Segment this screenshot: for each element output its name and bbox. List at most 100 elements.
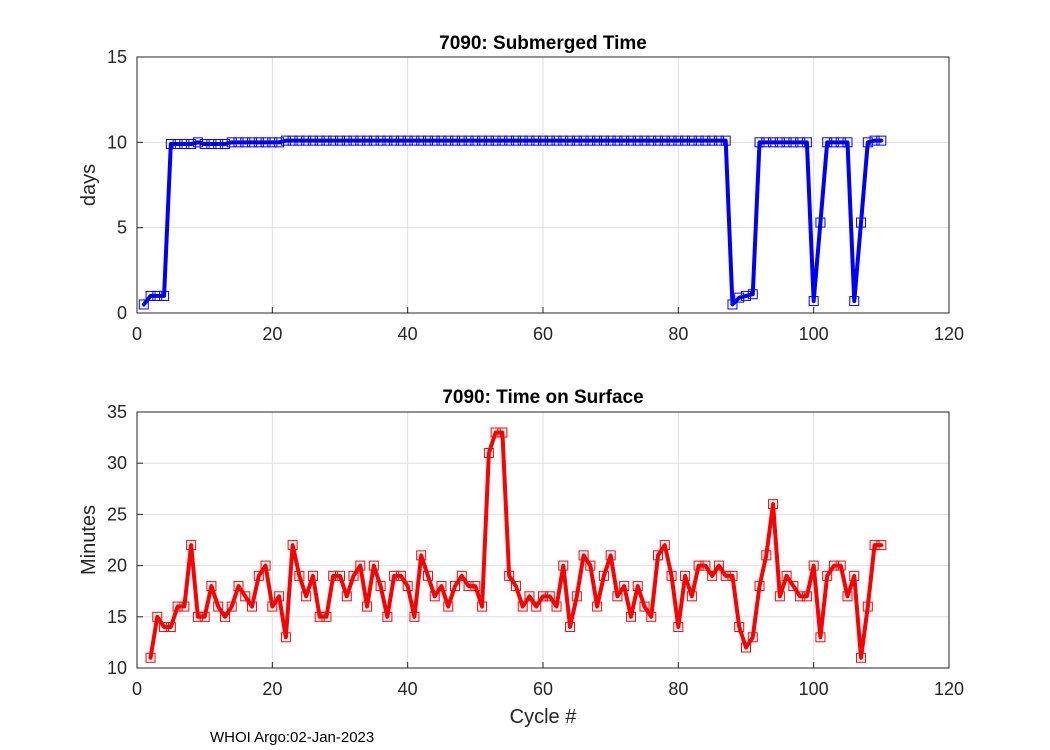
data-point-marker bbox=[862, 601, 873, 612]
y-axis-label: days bbox=[78, 164, 100, 206]
data-point-marker bbox=[287, 135, 298, 146]
data-point-marker bbox=[463, 135, 474, 146]
data-point-marker bbox=[307, 570, 318, 581]
x-tick-label: 20 bbox=[262, 324, 282, 344]
data-point-marker bbox=[666, 135, 677, 146]
data-point-marker bbox=[355, 135, 366, 146]
data-point-marker bbox=[605, 550, 616, 561]
data-point-marker bbox=[646, 611, 657, 622]
data-point-marker bbox=[226, 137, 237, 148]
data-point-marker bbox=[720, 570, 731, 581]
data-point-marker bbox=[422, 135, 433, 146]
data-point-marker bbox=[409, 135, 420, 146]
data-point-marker bbox=[456, 135, 467, 146]
data-point-marker bbox=[598, 135, 609, 146]
data-point-marker bbox=[517, 135, 528, 146]
data-point-marker bbox=[247, 137, 258, 148]
data-point-marker bbox=[402, 581, 413, 592]
data-point-marker bbox=[260, 560, 271, 571]
data-point-marker bbox=[253, 570, 264, 581]
data-point-marker bbox=[483, 447, 494, 458]
data-point-marker bbox=[686, 591, 697, 602]
data-point-marker bbox=[159, 290, 170, 301]
x-tick-label: 60 bbox=[533, 679, 553, 699]
data-point-marker bbox=[625, 135, 636, 146]
data-point-marker bbox=[199, 139, 210, 150]
data-point-marker bbox=[260, 137, 271, 148]
data-point-marker bbox=[659, 135, 670, 146]
data-point-marker bbox=[240, 137, 251, 148]
data-point-marker bbox=[321, 135, 332, 146]
x-tick-label: 0 bbox=[132, 324, 142, 344]
data-point-marker bbox=[186, 540, 197, 551]
data-point-marker bbox=[700, 135, 711, 146]
data-point-marker bbox=[605, 135, 616, 146]
data-point-marker bbox=[504, 570, 515, 581]
data-point-marker bbox=[165, 139, 176, 150]
y-tick-label: 10 bbox=[107, 658, 127, 678]
data-point-marker bbox=[822, 137, 833, 148]
data-point-marker bbox=[294, 135, 305, 146]
data-point-marker bbox=[490, 135, 501, 146]
series bbox=[138, 135, 887, 310]
x-tick-label: 0 bbox=[132, 679, 142, 699]
data-point-marker bbox=[192, 137, 203, 148]
data-point-marker bbox=[206, 581, 217, 592]
data-point-marker bbox=[585, 560, 596, 571]
data-point-marker bbox=[429, 135, 440, 146]
submerged-time-chart: 0 20 40 60 80 100 120 0 5 10 15 7090: Submerged Ti… bbox=[78, 33, 964, 344]
series bbox=[145, 427, 887, 663]
x-tick-label: 20 bbox=[262, 679, 282, 699]
chart-title: 7090: Time on Surface bbox=[442, 387, 643, 408]
data-point-marker bbox=[653, 550, 664, 561]
data-point-marker bbox=[274, 137, 285, 148]
data-point-marker bbox=[639, 601, 650, 612]
data-point-marker bbox=[280, 632, 291, 643]
data-point-marker bbox=[571, 135, 582, 146]
data-point-marker bbox=[761, 137, 772, 148]
data-point-marker bbox=[287, 540, 298, 551]
data-point-marker bbox=[409, 611, 420, 622]
time-on-surface-chart: 0 20 40 60 80 100 120 10 15 20 25 30 35 7090: Time o… bbox=[78, 387, 964, 728]
data-point-marker bbox=[186, 139, 197, 150]
data-point-marker bbox=[267, 137, 278, 148]
data-point-marker bbox=[659, 540, 670, 551]
data-point-marker bbox=[213, 601, 224, 612]
data-point-marker bbox=[680, 570, 691, 581]
data-point-marker bbox=[490, 427, 501, 438]
data-point-marker bbox=[653, 135, 664, 146]
data-point-marker bbox=[538, 135, 548, 146]
data-point-marker bbox=[321, 611, 332, 622]
data-point-marker bbox=[544, 591, 555, 602]
data-point-marker bbox=[389, 570, 400, 581]
data-point-marker bbox=[754, 581, 765, 592]
data-point-marker bbox=[801, 591, 812, 602]
data-point-marker bbox=[693, 560, 704, 571]
data-point-marker bbox=[395, 570, 406, 581]
data-point-marker bbox=[734, 292, 745, 303]
data-point-marker bbox=[538, 591, 548, 602]
data-point-marker bbox=[856, 217, 867, 228]
tick-labels: 0 20 40 60 80 100 120 0 5 10 15 bbox=[107, 47, 964, 344]
data-point-marker bbox=[592, 135, 603, 146]
data-point-marker bbox=[578, 550, 589, 561]
data-point-marker bbox=[219, 611, 230, 622]
data-point-marker bbox=[524, 591, 535, 602]
data-point-marker bbox=[172, 601, 183, 612]
data-point-marker bbox=[497, 135, 508, 146]
data-point-marker bbox=[646, 135, 657, 146]
data-point-marker bbox=[686, 135, 697, 146]
data-point-marker bbox=[483, 135, 494, 146]
data-point-marker bbox=[598, 570, 609, 581]
y-tick-label: 5 bbox=[117, 218, 127, 238]
data-point-marker bbox=[862, 137, 873, 148]
data-point-marker bbox=[713, 560, 724, 571]
data-point-marker bbox=[524, 135, 535, 146]
data-point-marker bbox=[470, 135, 481, 146]
tick-labels: 0 20 40 60 80 100 120 10 15 20 25 30 35 bbox=[107, 402, 964, 699]
data-point-marker bbox=[741, 290, 751, 301]
data-point-marker bbox=[389, 135, 400, 146]
data-point-marker bbox=[835, 560, 846, 571]
footer-stamp: WHOI Argo:02-Jan-2023 bbox=[210, 729, 374, 746]
data-point-marker bbox=[828, 560, 839, 571]
